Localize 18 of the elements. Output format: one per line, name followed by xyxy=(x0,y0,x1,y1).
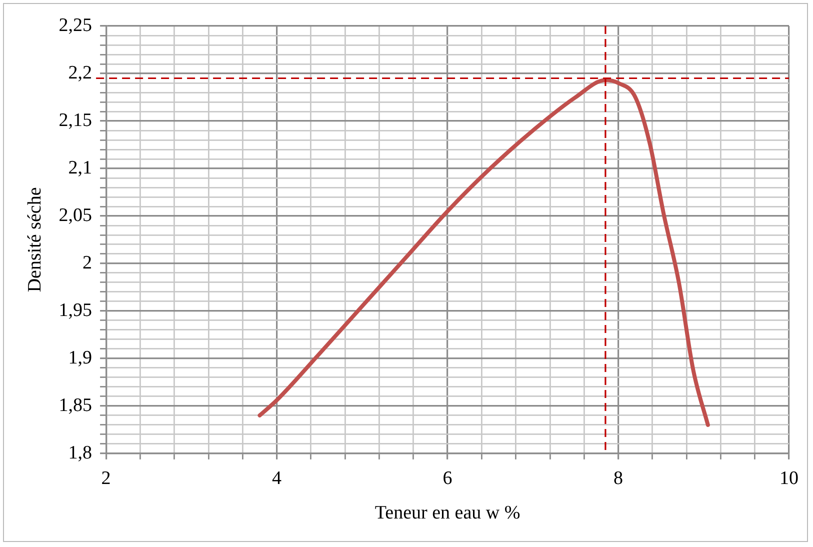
x-tick-label: 4 xyxy=(272,468,282,489)
y-tick-label: 2,1 xyxy=(68,157,92,178)
y-tick-label: 1,8 xyxy=(68,442,92,464)
y-tick-label: 1,9 xyxy=(68,347,92,368)
x-tick-label: 10 xyxy=(780,468,798,489)
y-axis-title: Densité séche xyxy=(24,187,46,292)
line-series xyxy=(258,78,710,427)
x-tick-label: 6 xyxy=(442,468,452,489)
y-tick-label: 2,25 xyxy=(58,14,92,36)
y-tick-label: 2 xyxy=(82,252,92,274)
x-tick-label: 8 xyxy=(614,468,624,489)
y-tick-label: 2,2 xyxy=(68,62,92,84)
x-axis-title: Teneur en eau w % xyxy=(374,502,520,524)
y-tick-label: 2,05 xyxy=(58,204,92,226)
y-tick-label: 2,15 xyxy=(58,110,92,131)
x-tick-label: 2 xyxy=(101,468,111,489)
y-tick-label: 1,85 xyxy=(58,394,92,416)
y-tick-label: 1,95 xyxy=(58,300,92,321)
